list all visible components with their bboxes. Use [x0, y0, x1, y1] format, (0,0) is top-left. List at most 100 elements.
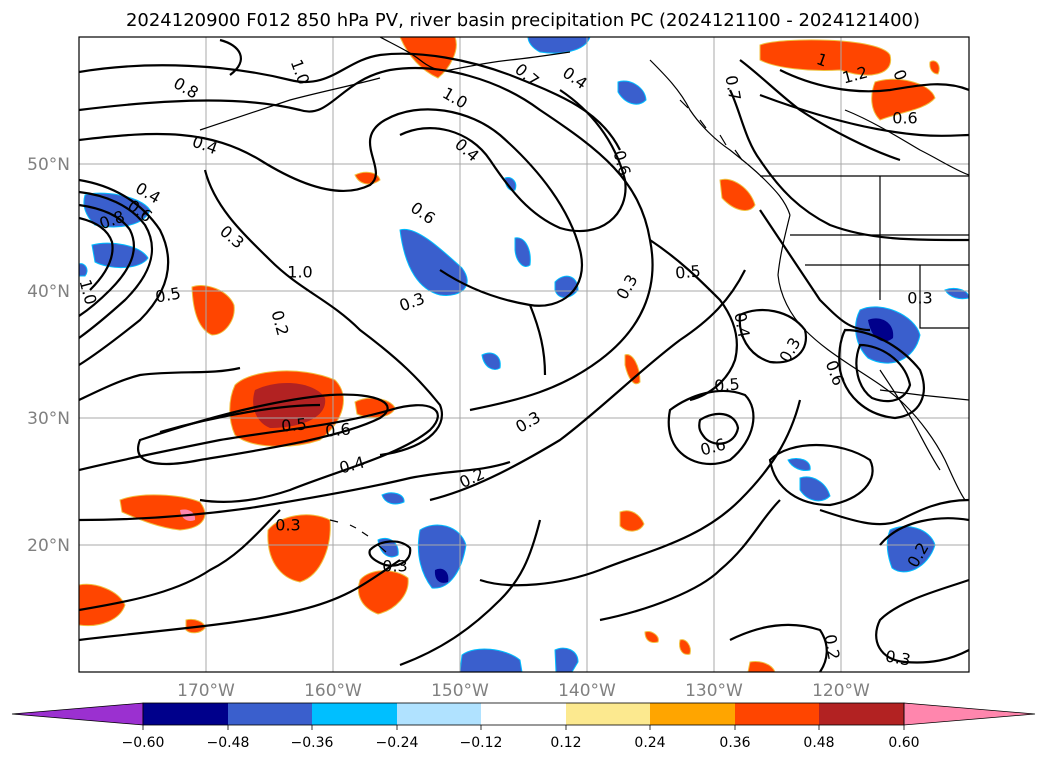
lon-label-130w: 130°W [685, 681, 743, 701]
lat-label-40n: 40°N [27, 282, 70, 302]
colorbar-segment [481, 703, 566, 725]
canada-coastline [649, 59, 791, 216]
us-west-coastline [777, 214, 966, 501]
pv-contour-line [219, 38, 242, 76]
lat-label-20n: 20°N [27, 536, 70, 556]
pv-contour-line [79, 190, 154, 339]
contour-value-label: 0.5 [280, 414, 307, 435]
colorbar-tick-label: 0.12 [550, 735, 581, 751]
colorbar-segment [650, 703, 735, 725]
pv-contour-line [203, 169, 443, 457]
precip-positive-area [747, 661, 776, 672]
baja-california [879, 369, 941, 471]
precip-positive-area [929, 60, 940, 75]
contour-value-label: 0.5 [154, 283, 182, 306]
pv-contour-line [79, 559, 401, 642]
precip-positive-area [759, 39, 892, 76]
map-frame [78, 36, 970, 673]
aleutian-islands [199, 77, 381, 131]
pv-contour-line [79, 460, 511, 522]
colorbar-segment [312, 703, 397, 725]
precip-positive-area [267, 514, 331, 583]
colorbar-tick-label: −0.60 [122, 735, 165, 751]
precip-shading [79, 37, 969, 672]
pv-contour-line [649, 239, 738, 402]
colorbar-extend-right [903, 702, 1036, 726]
pv-contour-line [819, 498, 969, 526]
alaska-coastline [379, 37, 571, 72]
pv-contour-line [399, 519, 542, 667]
lon-label-140w: 140°W [558, 681, 616, 701]
pv-contour-line [528, 304, 547, 376]
precip-negative-area [787, 457, 811, 471]
pv-contour-line [729, 623, 828, 672]
colorbar-tick-label: 0.60 [888, 735, 919, 751]
colorbar-segment [735, 703, 819, 725]
colorbar-segment [397, 703, 481, 725]
precip-negative-area [554, 647, 579, 672]
precip-positive-area [644, 631, 659, 643]
lon-label-160w: 160°W [304, 681, 362, 701]
precip-positive-area [399, 37, 457, 79]
pv-contour-line [159, 403, 321, 434]
latitude-axis: 50°N 40°N 30°N 20°N [27, 155, 70, 556]
pv-contour-line [79, 108, 583, 307]
colorbar-tick-label: −0.12 [460, 735, 503, 751]
lon-label-150w: 150°W [431, 681, 489, 701]
us-mexico-border [879, 389, 969, 401]
colorbar-ticks [142, 725, 905, 730]
pv-contour-line [667, 389, 755, 465]
pv-contour-line [79, 67, 654, 412]
colorbar-tick-label: 0.24 [634, 735, 665, 751]
precip-negative-area [514, 237, 531, 267]
contour-value-label: 0.2 [820, 633, 843, 661]
precip-positive-area [191, 285, 235, 336]
pv-contour-line [759, 93, 969, 137]
lon-label-120w: 120°W [812, 681, 870, 701]
pv-contour-line [399, 89, 627, 233]
pv-contour-line [768, 444, 874, 507]
canada-islands [679, 99, 743, 161]
precip-negative-area [527, 37, 591, 54]
map-panel: 0.81.01.00.7 0.4 0.711.2 00.60.4 0.4 0.60.60.… [76, 36, 970, 673]
colorbar-tick-label: −0.24 [376, 735, 419, 751]
precip-negative-area [417, 524, 467, 589]
contour-value-label: 1.0 [287, 263, 312, 282]
precip-negative-area [617, 80, 647, 105]
pv-contour-line [79, 216, 114, 291]
state-border [919, 265, 969, 329]
contour-value-label: 0.3 [884, 646, 912, 669]
pv-contour-line [779, 69, 969, 93]
precip-negative-area [886, 526, 936, 573]
pv-contour-line [599, 499, 781, 622]
precip-positive-area [719, 178, 756, 211]
colorbar-frame [142, 702, 905, 726]
pv-contour-line [79, 366, 241, 401]
pv-contour-line [79, 52, 621, 151]
coastlines [199, 37, 969, 553]
pv-contour-line [429, 269, 746, 502]
lat-label-30n: 30°N [27, 409, 70, 429]
colorbar-tick-label: −0.48 [207, 735, 250, 751]
precip-negative-area [381, 492, 405, 505]
pv-contour-line [479, 399, 802, 587]
colorbar-tick-label: 0.36 [719, 735, 750, 751]
canada-border [844, 109, 969, 176]
pv-contours [79, 38, 969, 672]
lon-label-170w: 170°W [177, 681, 235, 701]
colorbar-segment [228, 703, 312, 725]
pv-contour-line [729, 89, 969, 242]
hawaii-islands [329, 519, 387, 553]
pv-contour-line [368, 540, 412, 567]
contour-value-label: 0.4 [730, 311, 753, 339]
pv-contour-line [137, 393, 389, 466]
lat-label-50n: 50°N [27, 155, 70, 175]
precip-positive-area [619, 510, 645, 532]
precip-positive-area [119, 494, 206, 531]
contour-value-label: 0.3 [382, 557, 407, 576]
colorbar: −0.60 −0.48 −0.36 −0.24 −0.12 0.12 0.24 … [11, 702, 1036, 751]
map-title: 2024120900 F012 850 hPa PV, river basin … [126, 10, 920, 31]
colorbar-segment [819, 703, 904, 725]
contour-value-label: 0.6 [324, 419, 351, 440]
